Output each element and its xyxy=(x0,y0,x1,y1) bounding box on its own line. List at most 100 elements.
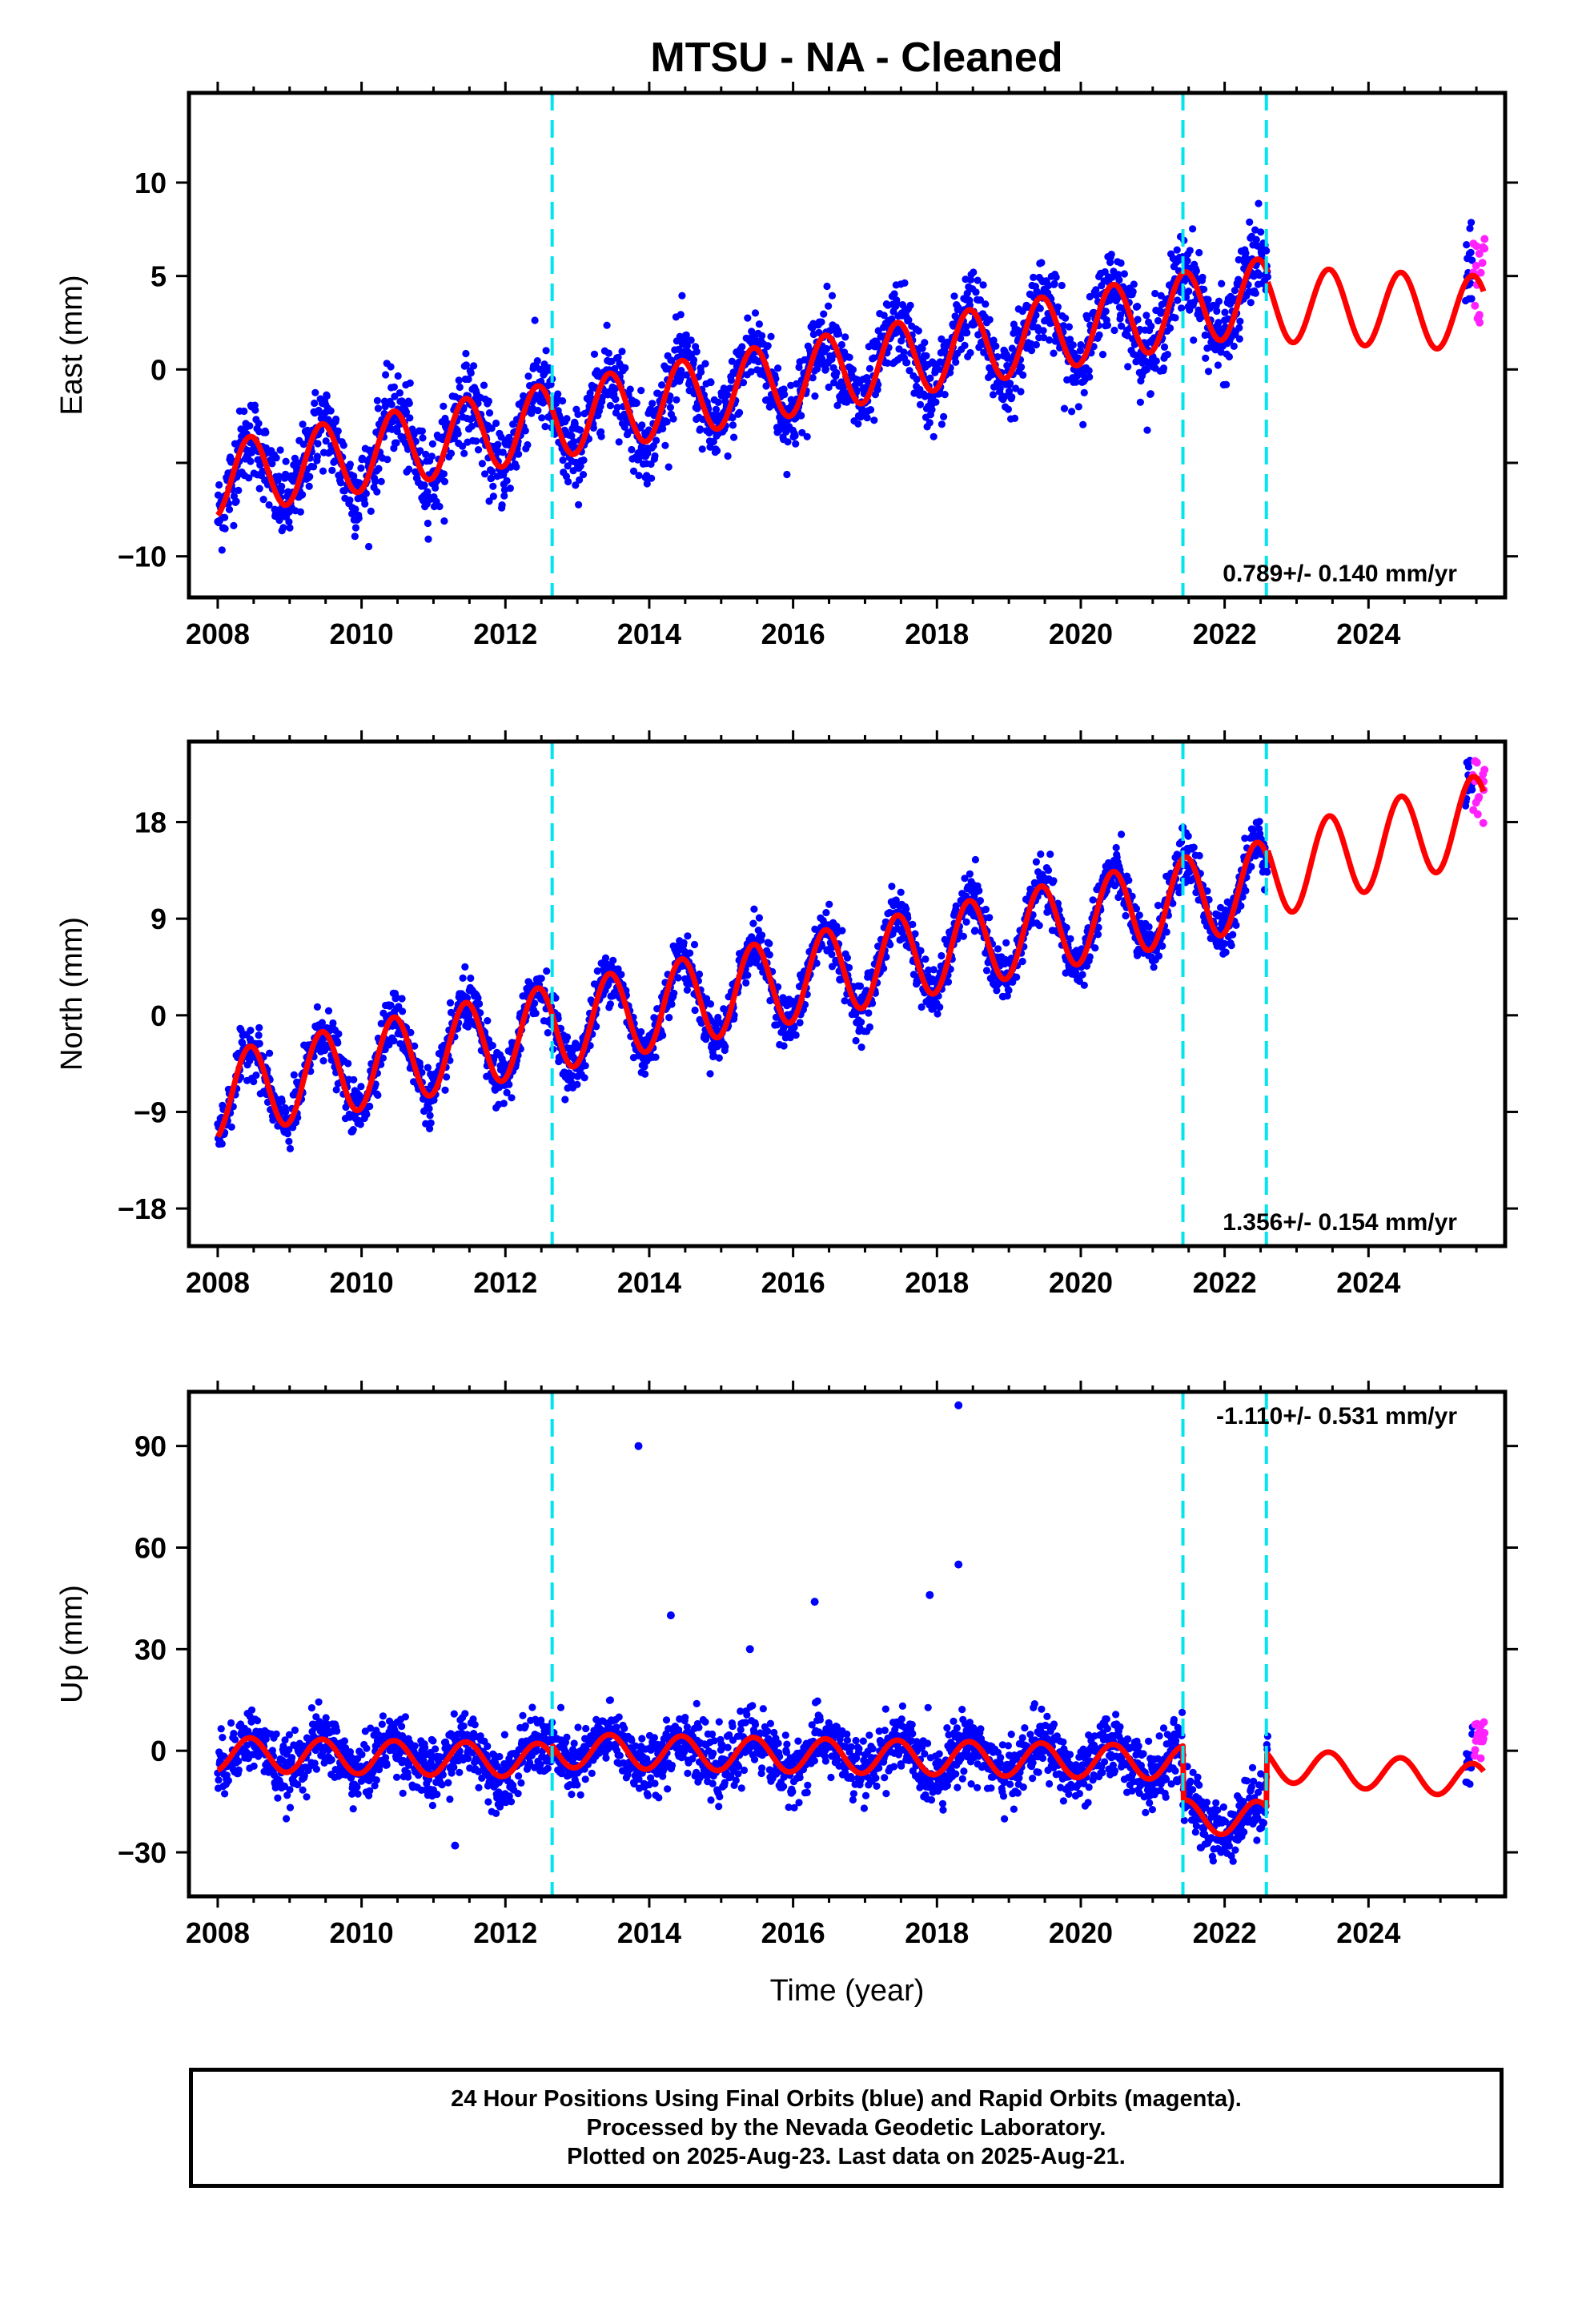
data-point xyxy=(462,349,470,358)
data-point xyxy=(406,379,414,387)
data-point xyxy=(837,340,845,349)
data-point xyxy=(279,524,287,532)
data-point xyxy=(1091,944,1099,952)
data-point xyxy=(1102,308,1110,316)
data-point xyxy=(283,1130,291,1138)
data-point xyxy=(822,909,830,917)
data-point xyxy=(367,507,375,516)
data-point xyxy=(695,970,704,979)
data-point xyxy=(1086,292,1094,301)
data-point xyxy=(783,470,791,479)
data-point xyxy=(626,385,634,393)
data-point xyxy=(426,1112,434,1120)
data-point xyxy=(713,447,721,455)
data-point xyxy=(1018,363,1026,371)
data-point xyxy=(1142,365,1150,374)
data-point xyxy=(255,1023,263,1031)
data-point xyxy=(849,366,857,374)
data-point xyxy=(833,401,841,409)
data-point xyxy=(589,424,598,432)
data-point xyxy=(286,524,294,532)
data-point xyxy=(612,395,620,404)
data-point xyxy=(323,392,331,400)
data-point xyxy=(963,289,971,297)
data-point xyxy=(966,870,974,878)
data-point xyxy=(1039,327,1047,335)
data-point xyxy=(488,468,496,476)
data-point xyxy=(561,1096,569,1104)
data-point xyxy=(398,995,406,1003)
data-point xyxy=(373,396,381,404)
data-point xyxy=(727,376,736,384)
data-point xyxy=(972,288,980,296)
data-point xyxy=(349,1126,357,1134)
data-point xyxy=(484,397,493,405)
data-point xyxy=(982,906,990,914)
data-point xyxy=(462,361,471,369)
data-point xyxy=(749,919,757,927)
data-point xyxy=(570,437,578,446)
data-point xyxy=(503,476,511,485)
data-point xyxy=(1066,935,1074,943)
data-point xyxy=(362,489,370,498)
data-point xyxy=(339,441,347,449)
data-point xyxy=(1112,843,1120,852)
data-point xyxy=(500,486,509,494)
data-point xyxy=(979,281,987,289)
data-point xyxy=(590,350,599,358)
data-point xyxy=(350,472,358,480)
data-point xyxy=(938,420,946,428)
data-point xyxy=(394,372,402,380)
data-point xyxy=(1202,354,1210,362)
data-point xyxy=(276,446,284,454)
data-point xyxy=(296,508,304,516)
data-point xyxy=(542,347,550,355)
data-point xyxy=(246,422,254,430)
data-point xyxy=(357,464,365,472)
data-point xyxy=(489,482,497,490)
data-point xyxy=(828,951,836,959)
data-point xyxy=(683,986,692,994)
data-point xyxy=(648,400,656,408)
data-point xyxy=(691,1006,699,1015)
x-tick-label: 2010 xyxy=(330,617,394,650)
data-point xyxy=(1092,292,1100,300)
data-point xyxy=(730,433,738,441)
data-point xyxy=(1013,973,1021,981)
data-point xyxy=(419,434,427,442)
data-point xyxy=(780,1042,788,1050)
x-tick-label: 2020 xyxy=(1049,617,1113,650)
data-point xyxy=(661,441,669,449)
data-point xyxy=(1152,357,1160,365)
data-point xyxy=(852,1036,860,1045)
data-point xyxy=(290,1071,298,1079)
data-point xyxy=(738,343,746,351)
data-point xyxy=(833,368,841,377)
data-point xyxy=(460,449,468,457)
data-point xyxy=(406,414,414,422)
data-point xyxy=(470,362,478,370)
data-point xyxy=(959,932,967,940)
data-point xyxy=(268,460,276,468)
data-point xyxy=(322,437,330,445)
data-point xyxy=(921,955,930,963)
data-point xyxy=(391,392,399,400)
data-point xyxy=(1110,326,1118,335)
data-point xyxy=(652,436,661,444)
data-point xyxy=(689,356,698,364)
data-point xyxy=(715,1054,723,1062)
data-point xyxy=(1098,351,1107,359)
data-point xyxy=(938,335,946,343)
y-tick-label: 0 xyxy=(151,353,167,386)
data-point xyxy=(615,438,623,446)
data-point xyxy=(974,276,982,284)
data-point xyxy=(215,480,223,489)
data-point xyxy=(1124,363,1132,371)
data-point xyxy=(938,951,946,960)
data-point xyxy=(750,905,758,913)
data-point xyxy=(327,407,335,415)
data-point xyxy=(982,967,991,975)
data-point xyxy=(865,364,873,372)
panel-east: 2008 2010 2012 2014 2016 2018 2020 2022 20241050… xyxy=(55,82,1518,650)
data-point xyxy=(1142,312,1150,320)
